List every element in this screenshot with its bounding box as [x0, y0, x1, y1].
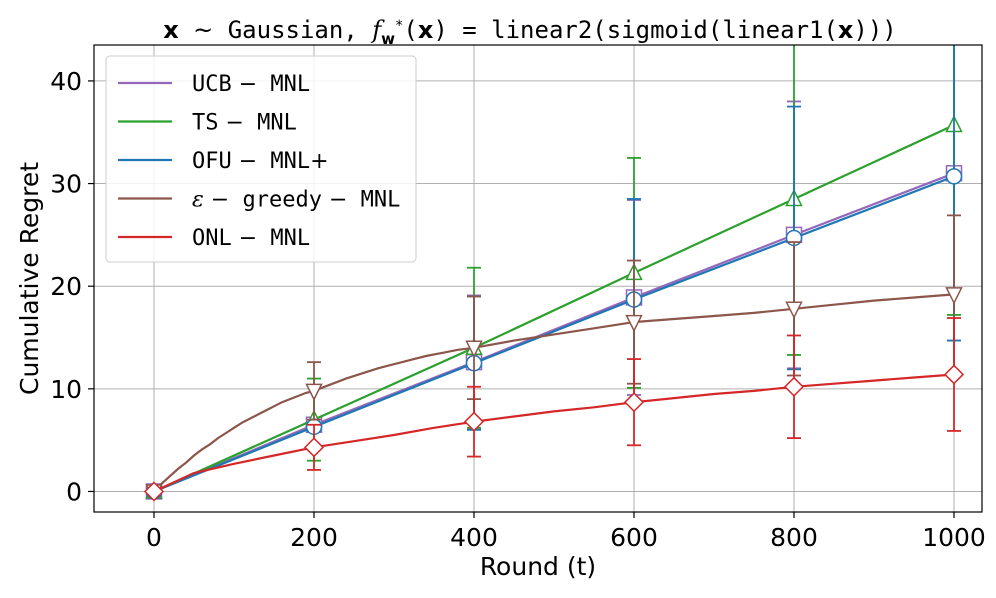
data-point [303, 437, 325, 458]
x-tick-label: 200 [290, 523, 338, 552]
legend-item-ts-mnl: TS − MNL [118, 111, 297, 136]
data-point [305, 383, 323, 402]
series-line [153, 124, 955, 493]
x-tick-label: 1000 [922, 523, 986, 552]
y-tick-label: 0 [66, 477, 82, 506]
legend-label: TS − MNL [192, 111, 297, 136]
legend-item-ucb-mnl: UCB − MNL [118, 72, 310, 97]
legend-item-greedy-mnl: ε − greedy − MNL [118, 188, 400, 213]
series-onl-mnl [143, 317, 965, 502]
data-point [785, 301, 803, 319]
data-point [783, 376, 805, 397]
legend-label: UCB − MNL [192, 72, 310, 97]
y-tick-label: 30 [50, 170, 82, 199]
x-tick-label: 600 [610, 523, 658, 552]
x-tick-label: 400 [450, 523, 498, 552]
y-tick-label: 20 [50, 272, 82, 301]
data-point [943, 364, 965, 385]
data-point [945, 287, 963, 305]
ticks: 0 200 400 600 800 1000 0 10 20 30 40 [50, 67, 986, 552]
y-axis-label: Cumulative Regret [15, 162, 44, 395]
data-point [143, 481, 165, 502]
legend-frame [105, 55, 417, 263]
series-line [153, 172, 955, 493]
chart-title: x ~ Gaussian, fw*(x) = linear2(sigmoid(l… [163, 16, 897, 48]
plot-frame [93, 44, 983, 513]
data-point [625, 314, 643, 333]
legend-item-onl-mnl: ONL − MNL [118, 226, 310, 251]
data-point [945, 168, 963, 185]
data-point [463, 411, 485, 432]
x-axis-label: Round (t) [480, 552, 596, 581]
x-tick-label: 0 [146, 523, 162, 552]
series-layer [143, 45, 965, 502]
y-tick-label: 10 [50, 375, 82, 404]
legend-label: OFU − MNL+ [192, 149, 329, 174]
series-line [153, 293, 955, 493]
data-point [465, 340, 483, 358]
series-line [153, 373, 955, 493]
legend: UCB − MNL TS − MNL OFU − MNL+ ε − greedy − … [105, 55, 417, 263]
data-point [623, 392, 645, 413]
y-tick-label: 40 [50, 67, 82, 96]
series-line [153, 175, 955, 493]
legend-label: ONL − MNL [192, 226, 310, 251]
legend-item-ofu-mnl: OFU − MNL+ [118, 149, 329, 174]
x-tick-label: 800 [770, 523, 818, 552]
legend-label: ε − greedy − MNL [192, 188, 400, 213]
